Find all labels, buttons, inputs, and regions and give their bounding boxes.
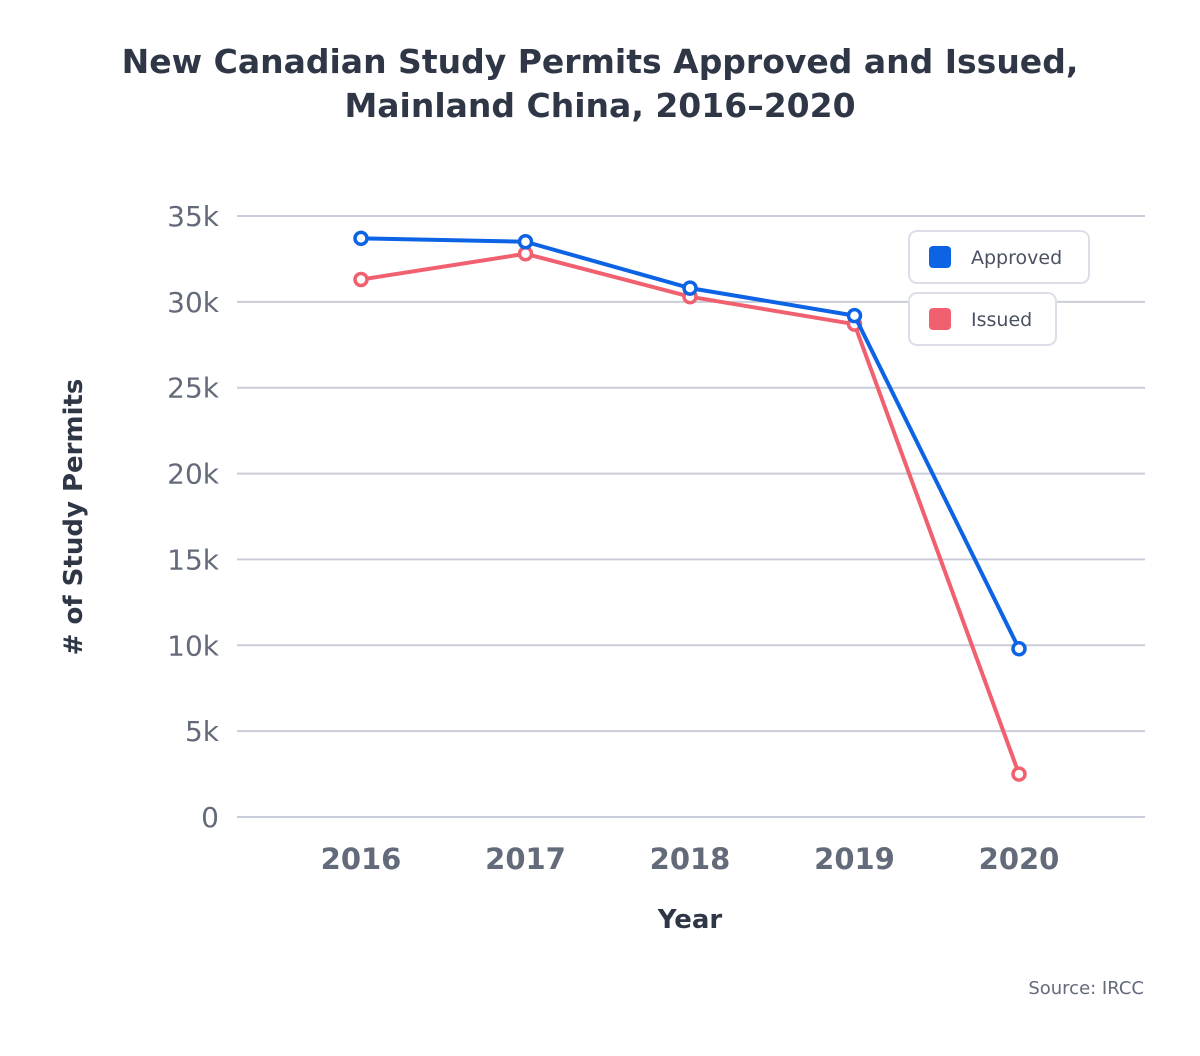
legend-box [908, 292, 1057, 346]
x-tick-label: 2018 [650, 842, 731, 876]
series-approved [353, 230, 1027, 657]
legend-item-issued: Issued [908, 292, 1057, 346]
data-point-issued [353, 271, 369, 288]
x-tick-label: 2019 [814, 842, 895, 876]
chart-title: New Canadian Study Permits Approved and … [0, 40, 1200, 128]
source-note: Source: IRCC [1028, 978, 1144, 999]
y-tick-labels: 0 5k 10k 15k 20k 25k 30k 35k [167, 200, 220, 834]
x-tick-label: 2016 [321, 842, 402, 876]
data-point-approved [846, 307, 863, 324]
data-point-approved [517, 234, 534, 250]
legend-label: Approved [971, 247, 1062, 269]
x-axis-title: Year [657, 905, 723, 935]
y-axis-title: # of Study Permits [59, 379, 89, 656]
legend-label: Issued [971, 309, 1032, 331]
data-point-issued [517, 246, 534, 262]
x-tick-label: 2017 [485, 842, 566, 876]
y-tick-label: 20k [167, 458, 220, 491]
x-tick-labels: 2016 2017 2018 2019 2020 [321, 842, 1060, 876]
data-point-approved [1011, 640, 1027, 657]
x-tick-label: 2020 [979, 842, 1060, 876]
data-point-approved [353, 230, 369, 247]
y-tick-label: 30k [167, 286, 220, 319]
y-tick-label: 35k [167, 200, 220, 233]
y-tick-label: 10k [167, 629, 220, 662]
legend-swatch [929, 246, 951, 268]
chart-title-line-1: New Canadian Study Permits Approved and … [121, 42, 1079, 81]
series [353, 230, 1027, 782]
legend-box [908, 230, 1090, 284]
y-tick-label: 0 [201, 801, 219, 834]
legend-swatch [929, 308, 951, 330]
y-tick-label: 5k [185, 715, 220, 748]
data-point-issued [1011, 766, 1027, 782]
data-point-approved [682, 280, 698, 296]
legend-item-approved: Approved [908, 230, 1090, 284]
legend: Approved Issued [908, 230, 1090, 346]
y-tick-label: 15k [167, 543, 220, 576]
y-tick-label: 25k [167, 372, 220, 405]
chart-title-line-2: Mainland China, 2016–2020 [344, 86, 856, 125]
